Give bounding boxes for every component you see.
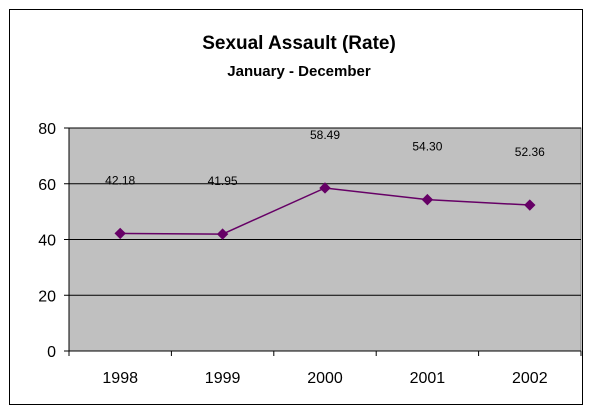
x-tick-label-2002: 2002 bbox=[512, 370, 548, 387]
x-tick-label-1999: 1999 bbox=[205, 370, 241, 387]
y-tick-label-60: 60 bbox=[38, 177, 56, 194]
x-tick-label-1998: 1998 bbox=[102, 370, 138, 387]
data-point-1999 bbox=[216, 228, 229, 240]
data-label-1998: 42.18 bbox=[105, 173, 135, 187]
data-point-2000 bbox=[319, 182, 331, 194]
x-tick-label-2000: 2000 bbox=[307, 370, 343, 387]
data-label-2002: 52.36 bbox=[515, 145, 545, 159]
x-tick-label-2001: 2001 bbox=[410, 370, 446, 387]
y-tick-label-20: 20 bbox=[38, 288, 56, 305]
y-tick-label-80: 80 bbox=[38, 121, 56, 138]
chart-title: Sexual Assault (Rate) bbox=[202, 33, 396, 54]
data-label-2001: 54.30 bbox=[412, 140, 442, 154]
data-point-2001 bbox=[421, 193, 434, 206]
y-tick-label-40: 40 bbox=[38, 233, 56, 250]
y-tick-label-0: 0 bbox=[47, 344, 56, 361]
plot-area-group: 0 20 40 60 80 1998 1999 2000 2001 2002 42.18 41.95 5… bbox=[38, 121, 582, 387]
data-point-2002 bbox=[524, 199, 536, 211]
data-point-1998 bbox=[114, 227, 126, 240]
data-label-1999: 41.95 bbox=[208, 174, 238, 188]
data-label-2000: 58.49 bbox=[310, 128, 340, 142]
chart-subtitle: January - December bbox=[227, 63, 371, 80]
